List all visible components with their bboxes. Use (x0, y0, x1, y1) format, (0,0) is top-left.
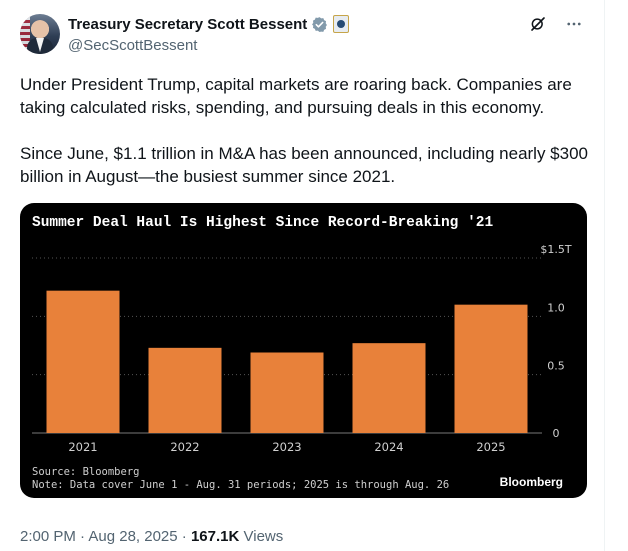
views-label: Views (243, 528, 284, 545)
author-handle[interactable]: @SecScottBessent (68, 37, 198, 54)
bar-2023 (250, 352, 324, 433)
bar-2021 (46, 290, 120, 433)
bar-2022 (148, 347, 222, 433)
x-tick-label: 2022 (170, 440, 199, 454)
meta-separator: · (181, 528, 187, 545)
verified-check-icon[interactable] (311, 16, 328, 33)
chart-source: Source: Bloomberg (32, 466, 139, 478)
avatar[interactable] (20, 14, 60, 54)
y-tick-label: 1.0 (547, 301, 565, 314)
chart-brand: Bloomberg (500, 475, 563, 489)
y-tick-label: 0 (553, 427, 560, 440)
tweet: Treasury Secretary Scott Bessent @SecSco… (20, 0, 605, 551)
bar-chart: Summer Deal Haul Is Highest Since Record… (32, 215, 572, 491)
author-row: Treasury Secretary Scott Bessent (68, 15, 350, 33)
government-badge-icon[interactable] (333, 15, 350, 33)
grok-icon[interactable] (528, 14, 548, 34)
views-count: 167.1K (190, 528, 240, 545)
y-tick-label: 0.5 (547, 360, 565, 373)
avatar-shirt (36, 38, 44, 52)
bar-2024 (352, 343, 426, 433)
more-icon[interactable] (564, 14, 584, 34)
chart-title: Summer Deal Haul Is Highest Since Record… (32, 215, 493, 231)
y-tick-label: $1.5T (540, 243, 571, 256)
x-tick-label: 2025 (476, 440, 505, 454)
tweet-meta: 2:00 PM · Aug 28, 2025 · 167.1K Views (20, 528, 283, 545)
flag-backdrop (20, 14, 30, 54)
tweet-text: Under President Trump, capital markets a… (20, 75, 588, 186)
x-tick-label: 2021 (68, 440, 97, 454)
x-tick-label: 2023 (272, 440, 301, 454)
tweet-actions-top (528, 14, 584, 34)
x-tick-label: 2024 (374, 440, 403, 454)
chart-image[interactable]: Summer Deal Haul Is Highest Since Record… (20, 203, 587, 498)
author-name[interactable]: Treasury Secretary Scott Bessent (68, 15, 308, 33)
chart-note: Note: Data cover June 1 - Aug. 31 period… (32, 479, 449, 491)
bar-2025 (454, 304, 528, 433)
timestamp[interactable]: 2:00 PM · Aug 28, 2025 (20, 528, 178, 545)
